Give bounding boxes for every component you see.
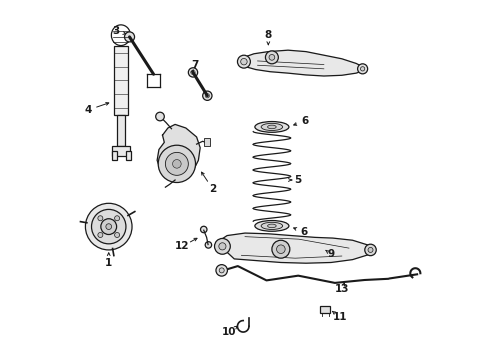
Ellipse shape [255,122,289,132]
Circle shape [215,238,230,254]
Circle shape [205,94,210,98]
Circle shape [115,216,120,221]
Circle shape [188,68,197,77]
Circle shape [124,32,135,42]
Circle shape [156,112,164,121]
Circle shape [219,243,226,250]
Ellipse shape [255,221,289,231]
Ellipse shape [268,125,276,129]
Circle shape [219,268,224,273]
Circle shape [98,216,103,221]
Text: 6: 6 [300,227,308,237]
Circle shape [276,245,285,253]
Ellipse shape [268,224,276,228]
Text: 12: 12 [175,241,190,251]
Text: 9: 9 [327,249,335,259]
Circle shape [166,152,188,175]
Circle shape [203,91,212,100]
Circle shape [158,145,196,183]
Circle shape [272,240,290,258]
Circle shape [101,219,117,234]
Polygon shape [243,50,364,76]
Bar [114,45,128,116]
Circle shape [92,210,126,244]
Circle shape [205,242,212,248]
Circle shape [98,233,103,238]
Text: 6: 6 [302,116,309,126]
Bar [117,116,124,146]
Text: 13: 13 [335,284,349,294]
Circle shape [85,203,132,250]
Text: 3: 3 [112,26,120,36]
Ellipse shape [261,222,283,229]
Circle shape [200,226,207,233]
Bar [320,306,330,314]
Circle shape [358,64,368,74]
Circle shape [241,58,247,65]
Text: 11: 11 [333,312,347,322]
Circle shape [115,233,120,238]
Circle shape [106,224,112,229]
Bar [112,146,130,156]
Bar [204,138,210,146]
Ellipse shape [261,123,283,131]
Text: 1: 1 [105,258,112,268]
Text: 7: 7 [191,60,198,70]
Text: 4: 4 [84,105,92,115]
Circle shape [365,244,376,256]
Circle shape [191,70,195,75]
Text: 8: 8 [265,30,272,40]
Text: 10: 10 [221,327,236,337]
Text: 2: 2 [209,184,217,194]
Circle shape [266,51,278,64]
Circle shape [216,265,227,276]
Circle shape [238,55,250,68]
Bar [112,151,117,160]
Circle shape [172,159,181,168]
Bar [126,151,131,160]
Text: 5: 5 [294,175,302,185]
Circle shape [269,54,275,60]
Polygon shape [221,233,372,263]
Circle shape [361,67,365,71]
Polygon shape [157,125,200,182]
Circle shape [368,247,373,252]
